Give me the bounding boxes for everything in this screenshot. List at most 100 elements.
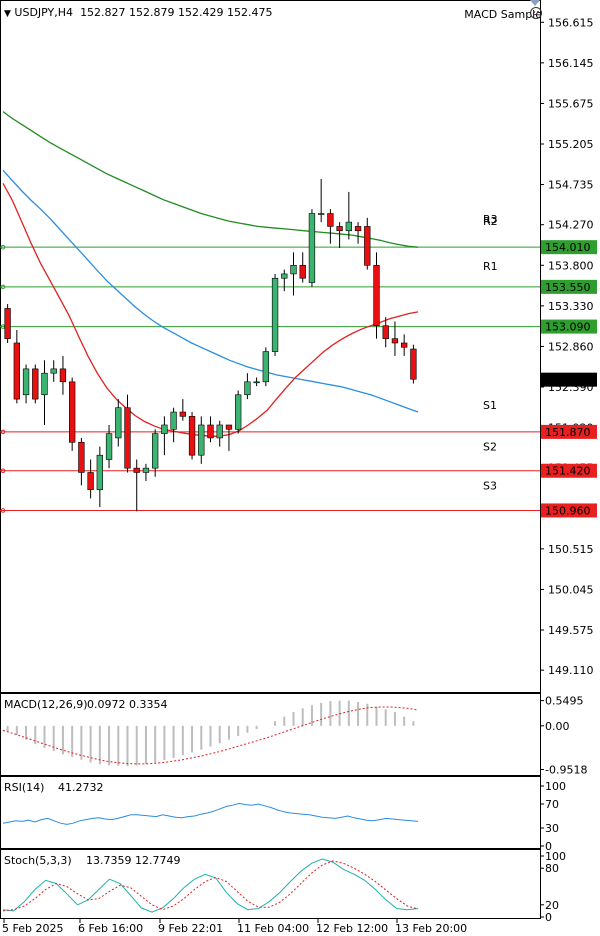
price-tick-label: 150.045	[548, 583, 594, 596]
level-price-tag-label: 153.550	[545, 281, 591, 294]
chart-header: ▼ USDJPY,H4 152.827 152.879 152.429 152.…	[4, 6, 273, 19]
expert-advisor-label: MACD Sample	[464, 8, 542, 21]
level-name-r1: R1	[483, 260, 498, 273]
candle-body	[271, 277, 279, 352]
candle-body	[87, 472, 94, 491]
price-tick-label: 153.800	[548, 259, 594, 272]
price-tick-label: 155.675	[548, 97, 594, 110]
rsi-indicator: 100 70 30 0	[2, 780, 566, 853]
price-tick-label: 154.735	[548, 179, 594, 192]
time-tick-label: 9 Feb 22:01	[158, 922, 223, 935]
candle-body	[198, 424, 205, 456]
time-axis: 5 Feb 2025 6 Feb 16:00 9 Feb 22:01 11 Feb 0…	[2, 919, 467, 935]
level-price-tag	[541, 424, 597, 439]
candle-body	[4, 308, 11, 339]
symbol-label: USDJPY,H4	[14, 6, 74, 19]
stoch-tick-label: 80	[545, 862, 559, 875]
candle-body	[115, 407, 122, 439]
level-name-r2: R2	[483, 215, 498, 228]
stoch-title: Stoch(5,3,3)	[4, 854, 72, 867]
rsi-pane-frame	[0, 776, 541, 849]
macd-pane-frame	[0, 693, 541, 776]
price-tick-label: 152.860	[548, 340, 594, 353]
level-handle	[0, 508, 6, 513]
candle-body	[354, 226, 362, 232]
level-price-tag	[541, 240, 597, 255]
macd-values: 0.0972 0.3354	[87, 698, 167, 711]
candle-body	[96, 454, 103, 491]
candle-body	[373, 264, 380, 327]
candle-body	[290, 264, 297, 275]
time-tick-label: 13 Feb 20:00	[395, 922, 467, 935]
time-tick-label: 6 Feb 16:00	[78, 922, 143, 935]
rsi-values: 41.2732	[58, 781, 104, 794]
stoch-main-line	[2, 858, 419, 913]
stoch-tick-label: 100	[545, 850, 566, 863]
price-tick-label: 149.575	[548, 624, 594, 637]
candle-body	[281, 273, 288, 279]
price-tick-label: 156.145	[548, 57, 594, 70]
candle-body	[161, 424, 168, 434]
level-handle	[0, 468, 6, 474]
level-handle	[0, 284, 6, 290]
macd-indicator: 0.5495 0.00 -0.9518	[2, 695, 587, 776]
candle-body	[244, 381, 251, 396]
candle-body	[133, 467, 140, 473]
candle-body	[262, 351, 269, 383]
stoch-tick-label: 0	[545, 911, 552, 924]
candle-body	[401, 342, 408, 348]
candle-body	[179, 411, 186, 417]
candle-body	[216, 424, 223, 439]
candle-body	[308, 213, 316, 283]
candle-body	[105, 433, 113, 460]
rsi-tick-label: 70	[545, 798, 559, 811]
candle-body	[78, 441, 85, 473]
time-tick-label: 12 Feb 12:00	[316, 922, 388, 935]
level-price-tag	[541, 463, 597, 478]
price-tick-label: 149.110	[548, 664, 594, 677]
candle-body	[50, 368, 57, 374]
candle-body	[142, 467, 150, 473]
macd-tick-label: -0.9518	[545, 763, 587, 776]
level-name-s3: S3	[483, 479, 497, 492]
stoch-signal-line	[2, 860, 419, 912]
rsi-title: RSI(14)	[4, 781, 44, 794]
candle-body	[253, 381, 260, 384]
candles	[4, 178, 417, 512]
level-price-tag-label: 150.960	[545, 504, 591, 517]
level-price-tag	[541, 503, 597, 518]
candle-body	[188, 416, 196, 456]
price-axis: 156.615 156.145 155.675 155.205 154.735 154.2…	[540, 16, 594, 677]
expert-active-icon	[530, 0, 540, 6]
candle-body	[32, 368, 39, 400]
candle-body	[207, 424, 214, 439]
candle-body	[59, 368, 67, 383]
ohlc-values: 152.827 152.879 152.429 152.475	[80, 6, 273, 19]
candle-body	[152, 433, 159, 469]
candle-body	[41, 372, 48, 396]
smiley-icon[interactable]	[530, 7, 542, 19]
candle-body	[22, 368, 30, 396]
price-tick-label: 150.515	[548, 543, 594, 556]
current-price-label: 152.475	[545, 374, 591, 387]
level-price-tag	[541, 319, 597, 334]
rsi-tick-label: 100	[545, 780, 566, 793]
sma-red-line	[2, 182, 419, 437]
level-price-tag	[541, 279, 597, 294]
time-tick-label: 11 Feb 04:00	[237, 922, 309, 935]
price-tick-label: 156.615	[548, 16, 594, 29]
level-name-s2: S2	[483, 441, 497, 454]
rsi-tick-label: 30	[545, 822, 559, 835]
candle-body	[345, 221, 352, 232]
candle-body	[382, 325, 389, 339]
candle-body	[13, 342, 20, 400]
rsi-line	[2, 802, 419, 825]
candle-body	[299, 264, 306, 279]
sma-blue-line	[2, 169, 419, 413]
chart-menu-arrow-icon[interactable]: ▼	[4, 9, 11, 19]
candle-body	[225, 424, 233, 430]
candle-body	[318, 213, 325, 215]
candle-body	[391, 338, 399, 344]
